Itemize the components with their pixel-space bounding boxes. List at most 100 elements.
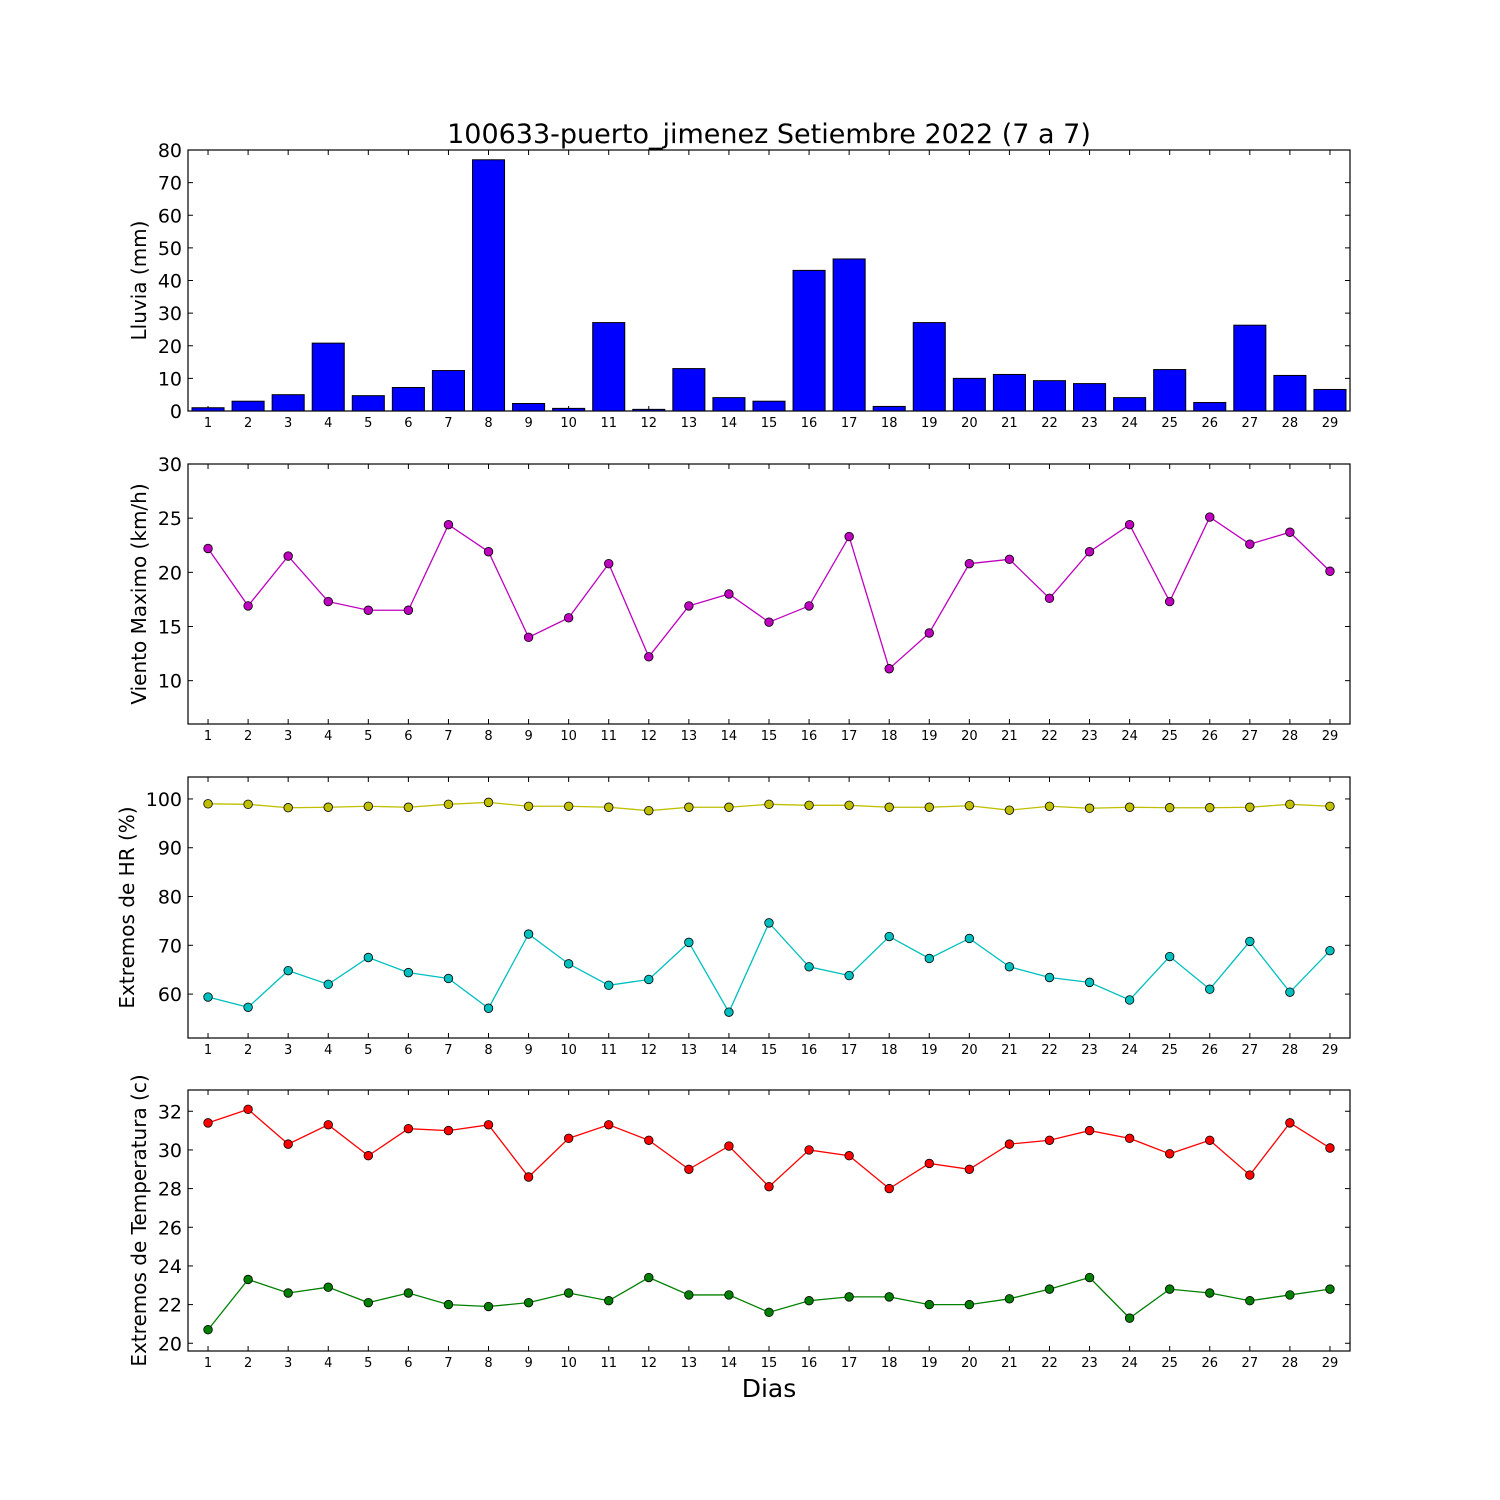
point-temp-1-day-14 xyxy=(724,1290,734,1300)
xtick-label: 4 xyxy=(324,1356,332,1371)
point-hr-0-day-27 xyxy=(1245,802,1255,812)
xtick-label: 24 xyxy=(1121,1043,1138,1058)
xtick-label: 23 xyxy=(1081,1043,1098,1058)
xtick-label: 29 xyxy=(1322,729,1339,744)
point-viento-0-day-12 xyxy=(644,652,654,662)
xtick-label: 1 xyxy=(204,416,212,431)
xtick-label: 16 xyxy=(801,1356,818,1371)
bar-day-7 xyxy=(431,370,465,412)
bar-day-5 xyxy=(351,395,385,412)
point-hr-0-day-11 xyxy=(604,802,614,812)
point-temp-0-day-4 xyxy=(323,1120,333,1130)
point-hr-1-day-18 xyxy=(884,931,894,942)
xtick-label: 22 xyxy=(1041,1356,1058,1371)
point-temp-0-day-16 xyxy=(804,1145,814,1155)
ytick-label: 80 xyxy=(158,887,182,909)
xtick-label: 25 xyxy=(1161,416,1178,431)
point-temp-0-day-8 xyxy=(483,1120,494,1130)
point-hr-1-day-22 xyxy=(1044,972,1055,983)
point-temp-0-day-23 xyxy=(1084,1125,1095,1136)
ytick-label: 70 xyxy=(158,935,182,957)
point-hr-1-day-10 xyxy=(563,959,574,969)
ytick-label: 0 xyxy=(170,401,182,423)
point-viento-0-day-9 xyxy=(523,632,534,643)
xtick-label: 9 xyxy=(524,1356,532,1371)
ytick-label: 100 xyxy=(146,789,182,811)
point-viento-0-day-10 xyxy=(563,613,574,623)
point-temp-1-day-10 xyxy=(563,1288,574,1298)
bar-day-16 xyxy=(792,269,826,412)
ytick-label: 10 xyxy=(158,671,182,693)
point-temp-0-day-2 xyxy=(243,1104,253,1115)
point-hr-1-day-6 xyxy=(403,967,414,978)
point-viento-0-day-6 xyxy=(403,605,414,615)
xtick-label: 24 xyxy=(1121,729,1138,744)
xtick-label: 7 xyxy=(444,416,452,431)
point-hr-1-day-2 xyxy=(243,1002,253,1012)
point-hr-1-day-9 xyxy=(523,929,534,939)
bar-day-27 xyxy=(1233,324,1267,412)
point-hr-1-day-14 xyxy=(724,1007,734,1017)
point-temp-1-day-25 xyxy=(1164,1284,1175,1294)
xtick-label: 6 xyxy=(404,1356,412,1371)
xtick-label: 3 xyxy=(284,729,292,744)
point-viento-0-day-28 xyxy=(1285,527,1295,537)
xtick-label: 21 xyxy=(1001,416,1018,431)
xtick-label: 8 xyxy=(484,1356,492,1371)
xtick-label: 18 xyxy=(881,729,898,744)
point-temp-1-day-13 xyxy=(684,1290,694,1300)
point-temp-1-day-15 xyxy=(764,1307,774,1318)
xtick-label: 9 xyxy=(524,729,532,744)
ytick-label: 15 xyxy=(158,617,182,639)
point-hr-1-day-13 xyxy=(684,937,694,948)
chart-title: 100633-puerto_jimenez Setiembre 2022 (7 … xyxy=(447,119,1091,150)
xtick-label: 27 xyxy=(1242,729,1259,744)
point-temp-1-day-2 xyxy=(243,1274,253,1285)
xtick-label: 5 xyxy=(364,416,372,431)
xtick-label: 24 xyxy=(1121,416,1138,431)
point-hr-1-day-26 xyxy=(1205,984,1215,994)
point-hr-0-day-2 xyxy=(243,799,253,810)
point-viento-0-day-23 xyxy=(1084,547,1095,557)
xtick-label: 14 xyxy=(721,416,738,431)
xtick-label: 16 xyxy=(801,1043,818,1058)
xtick-label: 11 xyxy=(600,729,617,744)
xtick-label: 22 xyxy=(1041,416,1058,431)
point-hr-0-day-5 xyxy=(363,801,374,811)
ytick-label: 60 xyxy=(158,984,182,1006)
bar-day-28 xyxy=(1273,374,1307,412)
ytick-label: 10 xyxy=(158,368,182,390)
xtick-label: 15 xyxy=(761,1356,778,1371)
point-viento-0-day-14 xyxy=(724,589,734,599)
point-temp-1-day-22 xyxy=(1044,1284,1055,1294)
point-temp-0-day-11 xyxy=(604,1120,614,1130)
bar-day-19 xyxy=(912,322,946,412)
point-hr-0-day-15 xyxy=(764,799,774,810)
xtick-label: 10 xyxy=(560,729,577,744)
point-hr-0-day-10 xyxy=(563,801,574,811)
point-temp-1-day-3 xyxy=(283,1288,293,1298)
point-temp-0-day-9 xyxy=(523,1172,534,1182)
ytick-label: 80 xyxy=(158,140,182,162)
point-temp-0-day-19 xyxy=(924,1158,934,1169)
bar-day-2 xyxy=(231,400,265,412)
ytick-label: 32 xyxy=(158,1101,182,1123)
point-hr-0-day-4 xyxy=(323,802,333,812)
xtick-label: 20 xyxy=(961,729,978,744)
point-hr-1-day-1 xyxy=(203,992,213,1002)
xtick-label: 11 xyxy=(600,1356,617,1371)
xtick-label: 20 xyxy=(961,1043,978,1058)
xtick-label: 8 xyxy=(484,1043,492,1058)
point-hr-0-day-3 xyxy=(283,803,293,813)
point-temp-0-day-22 xyxy=(1044,1135,1055,1145)
point-temp-0-day-15 xyxy=(764,1181,774,1192)
point-hr-0-day-21 xyxy=(1004,805,1015,815)
point-hr-0-day-13 xyxy=(684,802,694,812)
point-hr-1-day-28 xyxy=(1285,987,1295,997)
xtick-label: 18 xyxy=(881,1043,898,1058)
point-hr-0-day-8 xyxy=(483,797,494,808)
point-viento-0-day-15 xyxy=(764,617,774,627)
